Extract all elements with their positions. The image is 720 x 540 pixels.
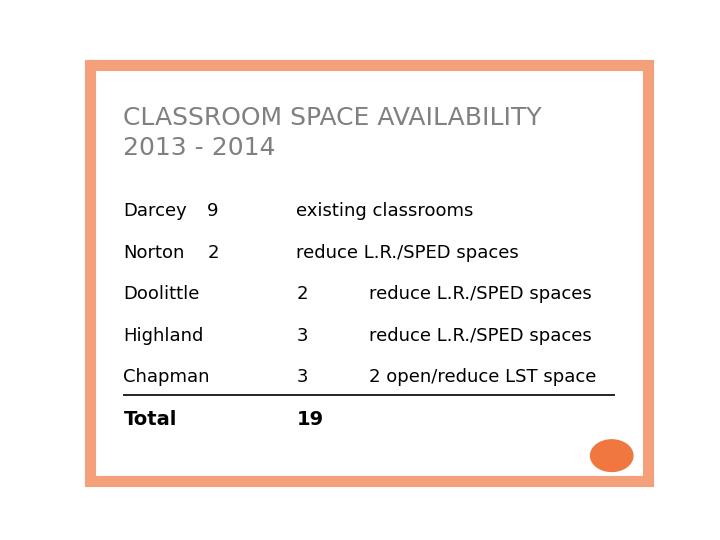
Text: 2: 2 [207, 244, 219, 261]
Text: Highland: Highland [124, 327, 204, 345]
Text: 2 open/reduce LST space: 2 open/reduce LST space [369, 368, 596, 386]
Text: reduce L.R./SPED spaces: reduce L.R./SPED spaces [297, 244, 519, 261]
Text: 3: 3 [297, 327, 308, 345]
Text: CLASSROOM SPACE AVAILABILITY
2013 - 2014: CLASSROOM SPACE AVAILABILITY 2013 - 2014 [124, 106, 542, 160]
Text: 19: 19 [297, 410, 323, 429]
Text: Total: Total [124, 410, 177, 429]
Text: existing classrooms: existing classrooms [297, 202, 474, 220]
Text: reduce L.R./SPED spaces: reduce L.R./SPED spaces [369, 327, 592, 345]
Text: reduce L.R./SPED spaces: reduce L.R./SPED spaces [369, 285, 592, 303]
Circle shape [590, 440, 633, 471]
Text: Norton: Norton [124, 244, 185, 261]
Text: Darcey: Darcey [124, 202, 187, 220]
Text: 2: 2 [297, 285, 308, 303]
Text: 3: 3 [297, 368, 308, 386]
Text: Doolittle: Doolittle [124, 285, 200, 303]
Text: 9: 9 [207, 202, 219, 220]
FancyBboxPatch shape [90, 65, 648, 481]
Text: Chapman: Chapman [124, 368, 210, 386]
